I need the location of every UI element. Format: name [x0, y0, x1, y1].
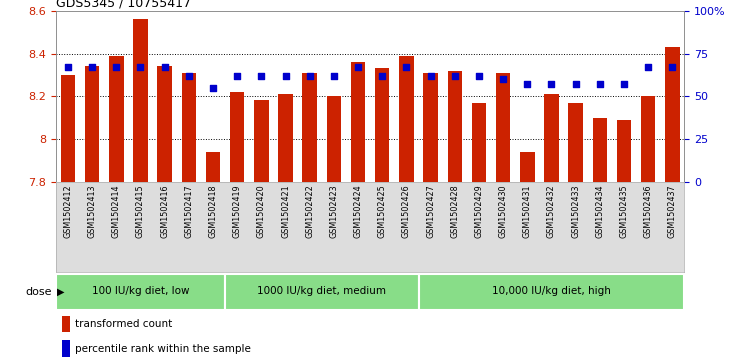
Text: percentile rank within the sample: percentile rank within the sample	[74, 343, 251, 354]
Bar	[375, 69, 390, 182]
Text: GSM1502423: GSM1502423	[330, 184, 339, 238]
Text: GSM1502416: GSM1502416	[160, 184, 169, 238]
Point	[328, 73, 340, 79]
Text: GSM1502437: GSM1502437	[668, 184, 677, 238]
Text: GSM1502433: GSM1502433	[571, 184, 580, 238]
Point	[618, 81, 630, 87]
Bar	[593, 118, 607, 182]
Point	[110, 64, 122, 70]
Point	[255, 73, 267, 79]
Text: GSM1502425: GSM1502425	[378, 184, 387, 238]
Bar	[61, 75, 75, 182]
Bar	[641, 96, 655, 182]
Bar	[182, 73, 196, 182]
Text: GSM1502432: GSM1502432	[547, 184, 556, 238]
Point	[376, 73, 388, 79]
Text: GSM1502413: GSM1502413	[88, 184, 97, 238]
Text: GSM1502428: GSM1502428	[450, 184, 459, 238]
Text: GSM1502431: GSM1502431	[523, 184, 532, 238]
Bar	[665, 47, 680, 182]
Point	[352, 64, 364, 70]
Point	[280, 73, 292, 79]
Bar	[496, 73, 510, 182]
Point	[570, 81, 582, 87]
Bar	[327, 96, 341, 182]
Bar	[62, 340, 70, 357]
Point	[594, 81, 606, 87]
Point	[400, 64, 412, 70]
Bar	[133, 20, 148, 182]
Point	[497, 76, 509, 82]
Text: GSM1502414: GSM1502414	[112, 184, 121, 238]
Point	[86, 64, 98, 70]
Text: GSM1502419: GSM1502419	[233, 184, 242, 238]
Bar	[423, 73, 438, 182]
Text: GSM1502436: GSM1502436	[644, 184, 652, 238]
Bar	[206, 152, 220, 182]
Bar	[545, 94, 559, 182]
Text: GSM1502415: GSM1502415	[136, 184, 145, 238]
Bar	[472, 103, 487, 182]
Bar	[254, 101, 269, 182]
Text: GSM1502422: GSM1502422	[305, 184, 314, 238]
Text: transformed count: transformed count	[74, 319, 172, 329]
Point	[449, 73, 461, 79]
Point	[183, 73, 195, 79]
Bar	[225, 274, 418, 310]
Point	[522, 81, 533, 87]
Text: GSM1502434: GSM1502434	[595, 184, 604, 238]
Bar	[419, 274, 684, 310]
Text: ▶: ▶	[57, 287, 65, 297]
Point	[667, 64, 679, 70]
Bar	[568, 103, 583, 182]
Text: 100 IU/kg diet, low: 100 IU/kg diet, low	[92, 286, 189, 297]
Point	[473, 73, 485, 79]
Bar	[85, 66, 100, 182]
Text: GDS5345 / 10755417: GDS5345 / 10755417	[56, 0, 190, 10]
Point	[545, 81, 557, 87]
Point	[231, 73, 243, 79]
Point	[135, 64, 147, 70]
Text: GSM1502429: GSM1502429	[475, 184, 484, 238]
Text: GSM1502417: GSM1502417	[185, 184, 193, 238]
Bar	[158, 66, 172, 182]
Text: GSM1502427: GSM1502427	[426, 184, 435, 238]
Bar	[400, 56, 414, 182]
Bar	[351, 62, 365, 182]
Text: GSM1502424: GSM1502424	[353, 184, 362, 238]
Bar	[109, 56, 124, 182]
Text: 10,000 IU/kg diet, high: 10,000 IU/kg diet, high	[492, 286, 611, 297]
Text: 1000 IU/kg diet, medium: 1000 IU/kg diet, medium	[257, 286, 386, 297]
Text: GSM1502421: GSM1502421	[281, 184, 290, 238]
Bar	[278, 94, 293, 182]
Point	[62, 64, 74, 70]
Point	[207, 85, 219, 90]
Bar	[520, 152, 535, 182]
Point	[158, 64, 170, 70]
Text: GSM1502426: GSM1502426	[402, 184, 411, 238]
Bar	[303, 73, 317, 182]
Text: GSM1502430: GSM1502430	[498, 184, 507, 238]
Text: GSM1502420: GSM1502420	[257, 184, 266, 238]
Bar	[62, 316, 70, 332]
Text: GSM1502435: GSM1502435	[620, 184, 629, 238]
Point	[425, 73, 437, 79]
Bar	[617, 120, 632, 182]
Bar	[56, 274, 225, 310]
Text: GSM1502418: GSM1502418	[208, 184, 217, 238]
Text: dose: dose	[25, 287, 52, 297]
Bar	[230, 92, 245, 182]
Bar	[448, 71, 462, 182]
Point	[304, 73, 315, 79]
Point	[642, 64, 654, 70]
Text: GSM1502412: GSM1502412	[63, 184, 72, 238]
